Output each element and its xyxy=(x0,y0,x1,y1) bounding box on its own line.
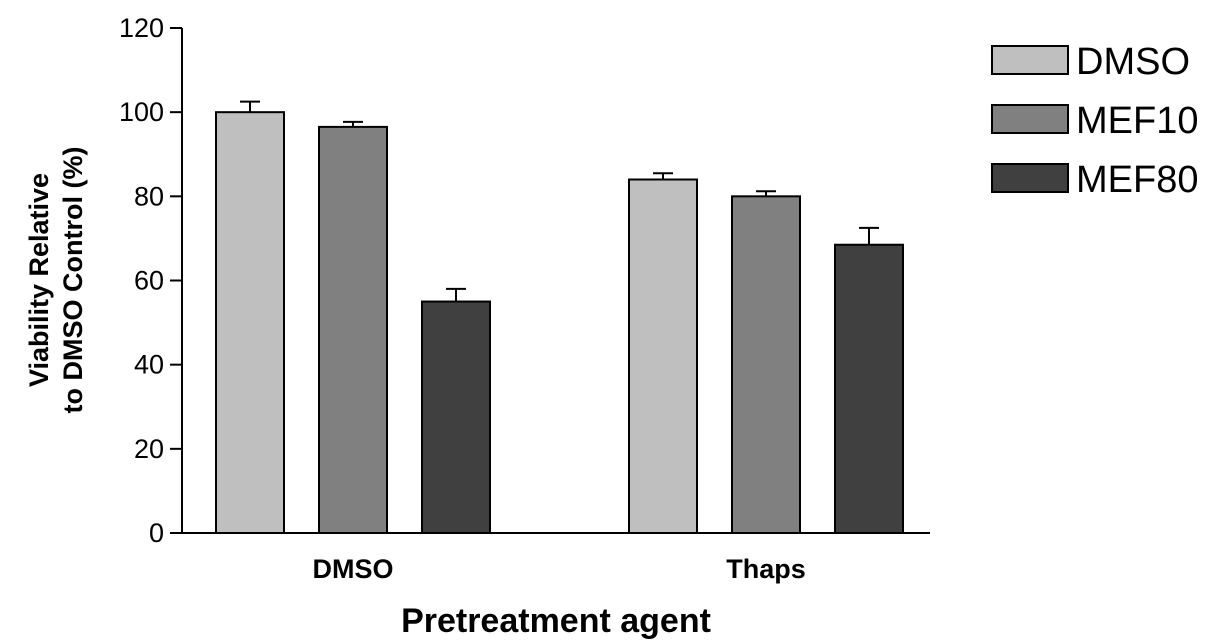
legend-swatch xyxy=(991,45,1069,75)
category-label: DMSO xyxy=(313,554,394,584)
bar xyxy=(421,300,491,534)
y-ticks: 0 20 40 60 80 100 120 xyxy=(119,13,182,548)
y-tick-label: 0 xyxy=(149,518,164,548)
y-tick-label: 20 xyxy=(134,434,164,464)
y-tick-label: 80 xyxy=(134,181,164,211)
bar xyxy=(628,178,698,534)
y-axis-title-line-1: Viability Relative xyxy=(24,173,54,387)
bar xyxy=(834,243,904,535)
y-tick-label: 60 xyxy=(134,266,164,296)
x-axis-title: Pretreatment agent xyxy=(401,602,711,640)
bar xyxy=(731,195,801,534)
bar xyxy=(215,111,285,535)
y-tick-label: 40 xyxy=(134,350,164,380)
legend-swatch xyxy=(991,163,1069,193)
y-axis-title-line-2: to DMSO Control (%) xyxy=(58,147,88,414)
category-label: Thaps xyxy=(726,554,806,584)
y-tick-label: 120 xyxy=(119,13,164,43)
bars xyxy=(215,100,904,535)
category-labels: DMSO Thaps xyxy=(313,554,806,584)
y-tick-label: 100 xyxy=(119,97,164,127)
bar xyxy=(318,125,388,534)
legend-label: DMSO xyxy=(1076,41,1190,83)
legend-label: MEF10 xyxy=(1076,100,1198,142)
legend: DMSO MEF10 MEF80 xyxy=(991,41,1198,201)
legend-label: MEF80 xyxy=(1076,159,1198,201)
y-axis-title: Viability Relative to DMSO Control (%) xyxy=(24,147,88,414)
legend-swatch xyxy=(991,104,1069,134)
